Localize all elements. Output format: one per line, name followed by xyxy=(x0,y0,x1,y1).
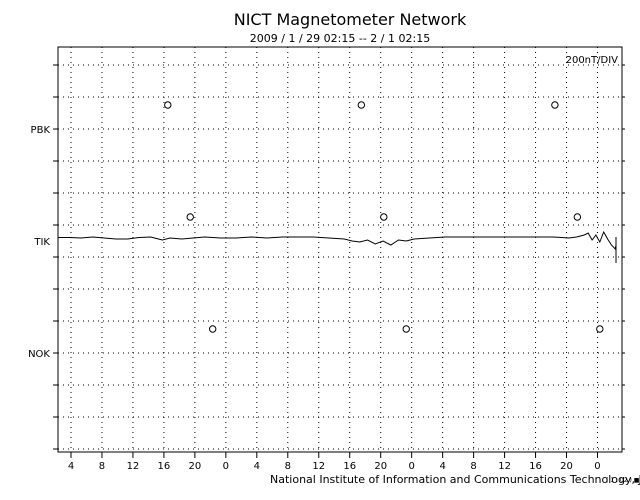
marker-tik xyxy=(380,213,388,221)
station-label-tik: TIK xyxy=(33,237,50,248)
x-tick-label: 0 xyxy=(594,461,600,472)
x-tick-label: 16 xyxy=(343,461,356,472)
x-tick-label: 4 xyxy=(254,461,260,472)
x-tick-label: 20 xyxy=(189,461,202,472)
marker-pbk xyxy=(551,101,559,109)
chart-title: NICT Magnetometer Network xyxy=(233,10,467,29)
x-tick-label: 4 xyxy=(68,461,74,472)
station-label-nok: NOK xyxy=(28,349,50,360)
x-tick-label: 8 xyxy=(99,461,105,472)
marker-tik xyxy=(186,213,194,221)
marker-pbk xyxy=(164,101,172,109)
x-tick-label: 12 xyxy=(498,461,511,472)
plot-frame xyxy=(57,46,623,453)
marker-pbk xyxy=(357,101,366,109)
footer-credit: National Institute of Information and Co… xyxy=(270,473,640,486)
series-line-tik xyxy=(57,230,617,263)
marker-tik xyxy=(573,213,582,221)
station-label-pbk: PBK xyxy=(31,125,51,136)
x-tick-label: 16 xyxy=(158,461,171,472)
x-tick-label: 0 xyxy=(408,461,414,472)
x-tick-label: 4 xyxy=(439,461,445,472)
x-tick-label: 12 xyxy=(312,461,325,472)
marker-nok xyxy=(596,325,604,333)
x-tick-label: 8 xyxy=(470,461,476,472)
marker-nok xyxy=(208,325,217,333)
scale-label: 200nT/DIV xyxy=(566,55,619,66)
footer-mark: ( 1 : 02 ) ■ xyxy=(606,477,640,484)
x-tick-label: 20 xyxy=(374,461,387,472)
x-tick-label: 20 xyxy=(560,461,573,472)
x-tick-label: 12 xyxy=(127,461,140,472)
chart-subtitle: 2009 / 1 / 29 02:15 -- 2 / 1 02:15 xyxy=(249,32,431,45)
x-tick-label: 16 xyxy=(529,461,542,472)
x-tick-label: 0 xyxy=(223,461,229,472)
x-tick-label: 8 xyxy=(285,461,291,472)
marker-nok xyxy=(402,325,410,333)
